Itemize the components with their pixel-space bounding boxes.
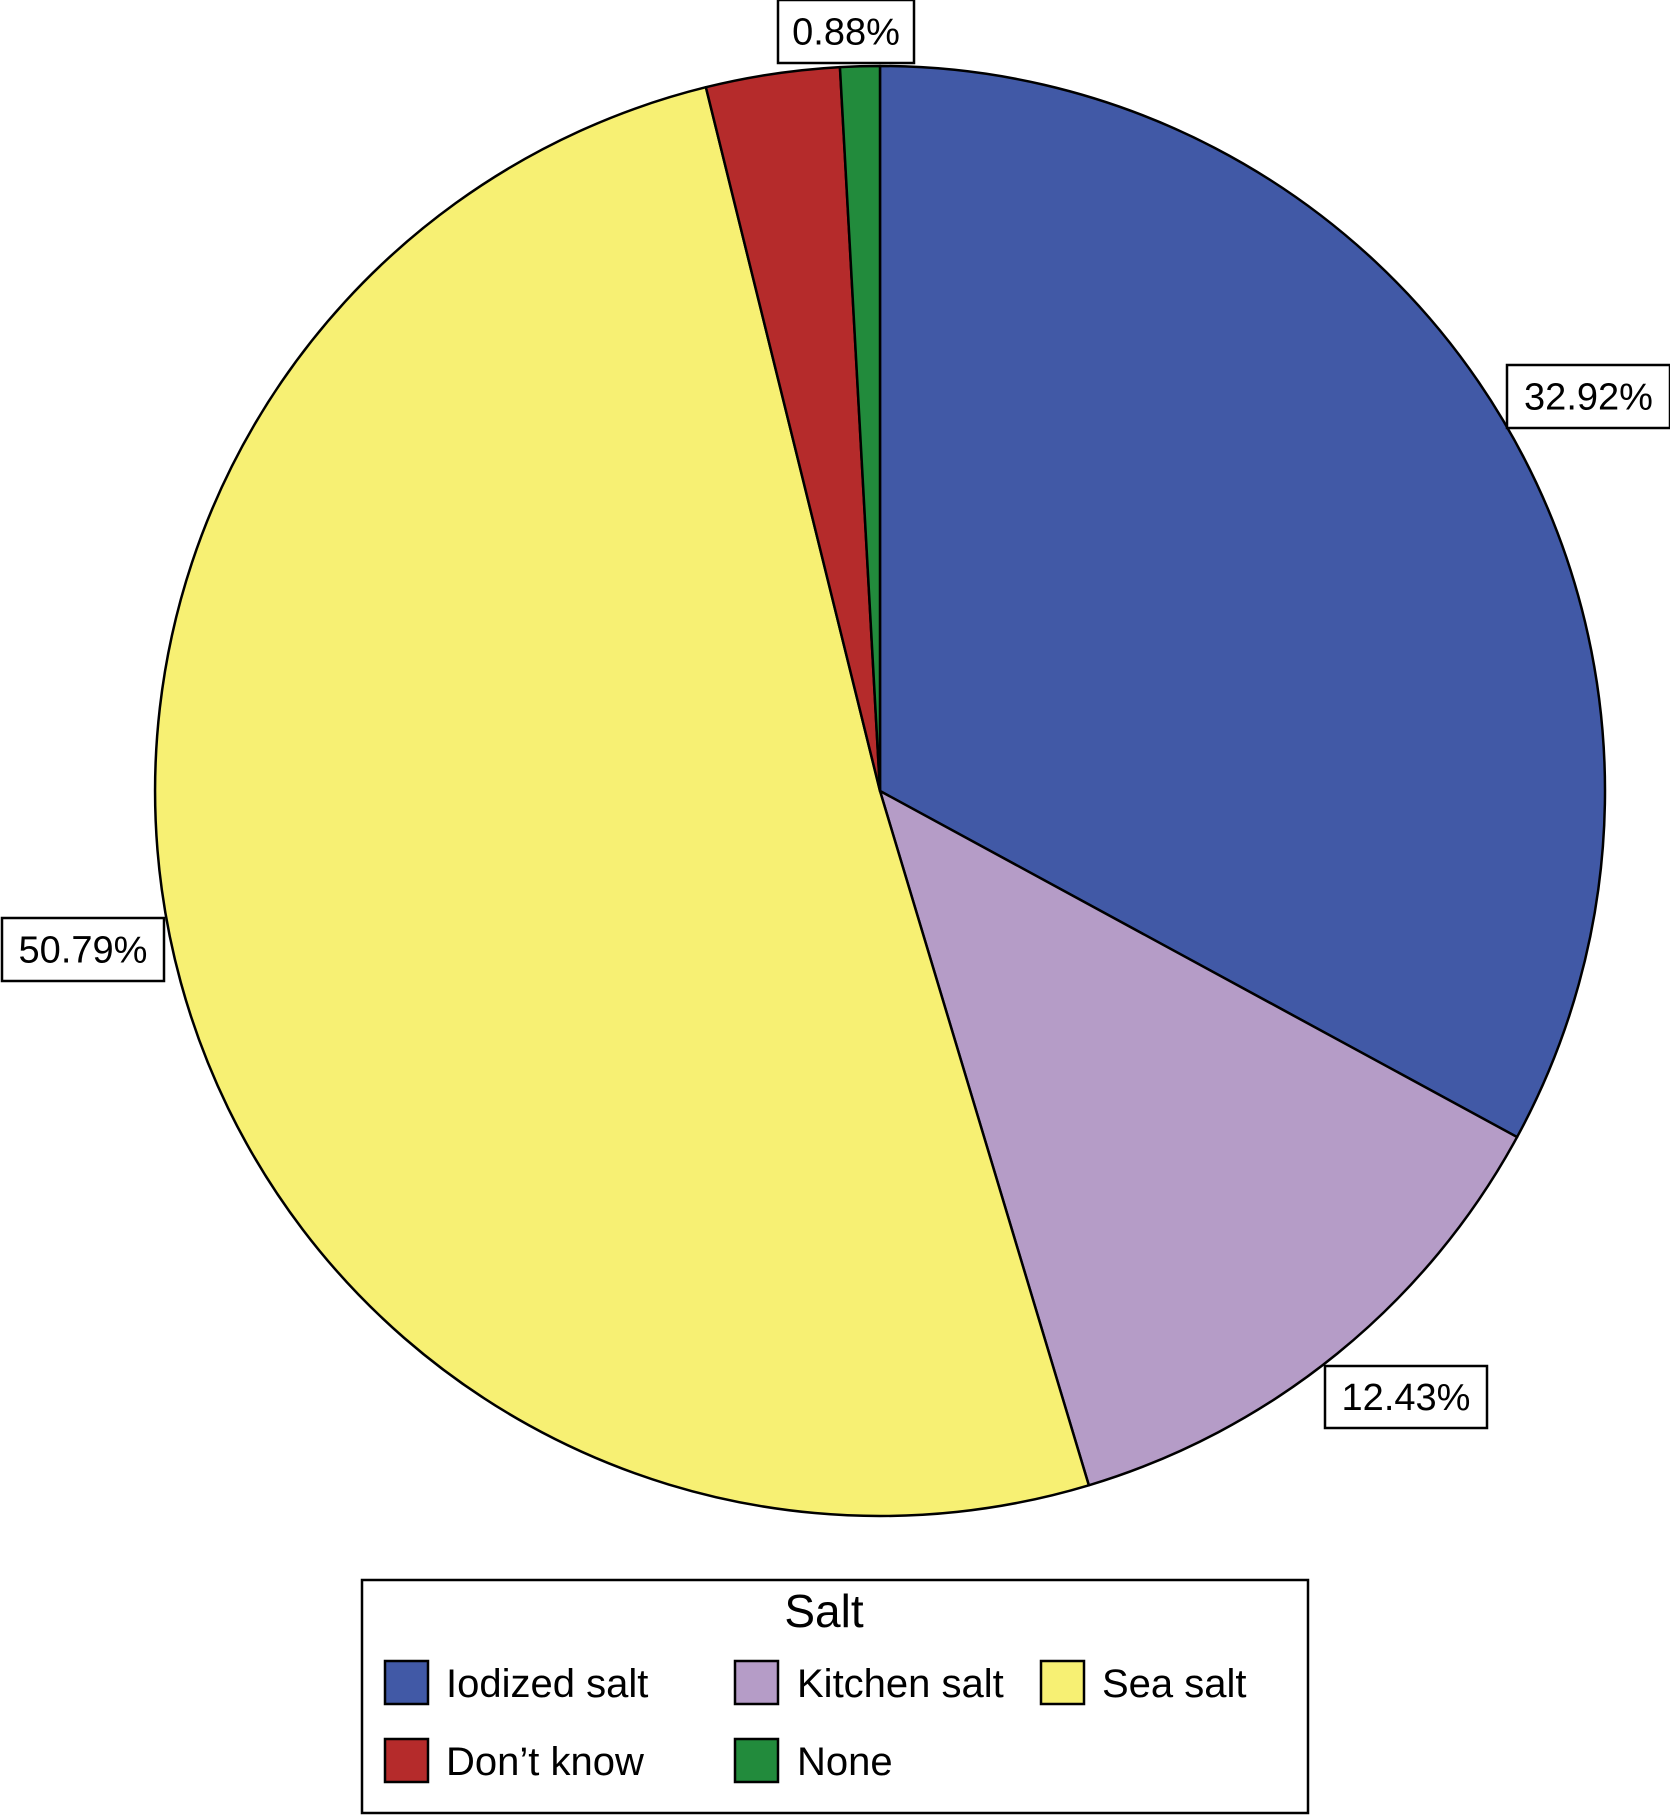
legend-label-iodized-salt: Iodized salt <box>446 1662 648 1706</box>
data-label-iodized-salt: 32.92% <box>1505 363 1670 430</box>
data-label-sea-salt: 50.79% <box>0 916 166 983</box>
pie-slice-iodized-salt <box>878 64 1607 1139</box>
data-label-kitchen-salt: 12.43% <box>1323 1364 1489 1430</box>
legend-label-kitchen-salt: Kitchen salt <box>797 1662 1004 1706</box>
legend-label-sea-salt: Sea salt <box>1102 1662 1247 1706</box>
data-label-text: 0.88% <box>792 12 900 54</box>
legend-frame <box>360 1578 1310 1815</box>
legend-swatch-none <box>733 1737 780 1784</box>
data-label-text: 32.92% <box>1524 377 1653 419</box>
legend-swatch-kitchen-salt <box>733 1659 780 1706</box>
pie-slice-none <box>838 64 882 793</box>
data-label-box <box>1323 1364 1489 1430</box>
legend-swatch-sea-salt <box>1039 1659 1086 1706</box>
pie-slice-kitchen-salt <box>878 789 1519 1487</box>
pie-slices <box>153 64 1607 1518</box>
data-label-none: 0.88% <box>776 0 916 65</box>
data-label-box <box>0 916 166 983</box>
legend-label-none: None <box>797 1740 893 1784</box>
data-label-box <box>776 0 916 65</box>
legend-label-dont-know: Don’t know <box>446 1740 644 1784</box>
data-label-text: 50.79% <box>19 930 148 972</box>
data-label-box <box>1505 363 1670 430</box>
data-label-text: 12.43% <box>1342 1377 1471 1419</box>
legend: Salt Iodized salt Kitchen salt Sea salt … <box>360 1578 1310 1815</box>
legend-swatch-dont-know <box>383 1737 430 1784</box>
legend-swatch-iodized-salt <box>383 1659 430 1706</box>
slice-labels: 32.92% 12.43% 50.79% 0.88% <box>0 0 1670 1430</box>
pie-slice-sea-salt <box>153 85 1091 1518</box>
legend-title: Salt <box>784 1585 863 1637</box>
